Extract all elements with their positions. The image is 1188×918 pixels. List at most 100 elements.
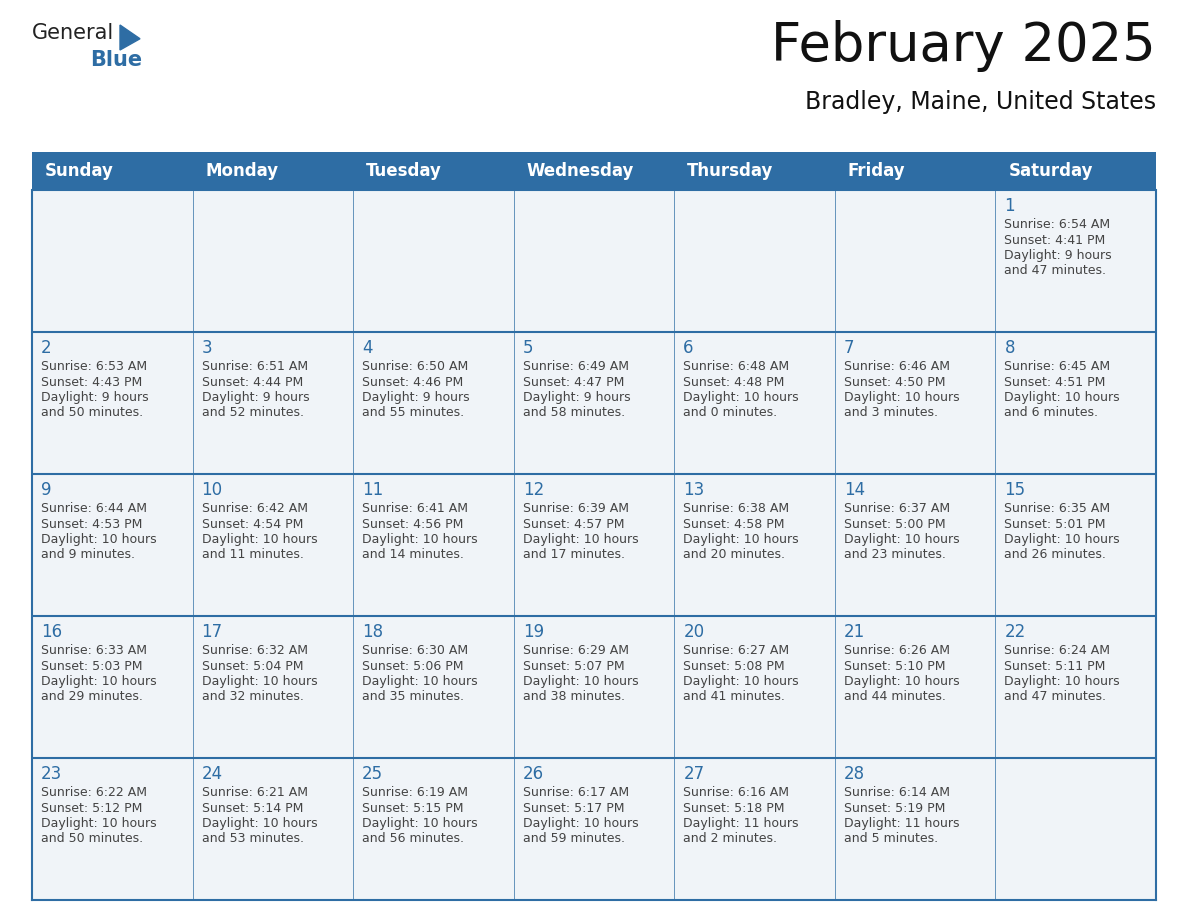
Text: Friday: Friday: [848, 162, 905, 180]
Text: and 58 minutes.: and 58 minutes.: [523, 407, 625, 420]
Text: and 26 minutes.: and 26 minutes.: [1004, 548, 1106, 562]
Bar: [835, 190, 996, 332]
Text: Sunset: 4:48 PM: Sunset: 4:48 PM: [683, 375, 784, 388]
Text: 25: 25: [362, 765, 384, 783]
Polygon shape: [120, 25, 140, 50]
Text: Sunrise: 6:26 AM: Sunrise: 6:26 AM: [843, 644, 950, 657]
Text: and 23 minutes.: and 23 minutes.: [843, 548, 946, 562]
Text: Sunrise: 6:21 AM: Sunrise: 6:21 AM: [202, 786, 308, 799]
Text: and 35 minutes.: and 35 minutes.: [362, 690, 465, 703]
Bar: [192, 616, 353, 758]
Text: and 17 minutes.: and 17 minutes.: [523, 548, 625, 562]
Bar: [996, 758, 1156, 900]
Text: Sunset: 4:54 PM: Sunset: 4:54 PM: [202, 518, 303, 531]
Text: 3: 3: [202, 339, 213, 357]
Text: 8: 8: [1004, 339, 1015, 357]
Bar: [513, 474, 675, 616]
Text: Daylight: 10 hours: Daylight: 10 hours: [683, 675, 798, 688]
Text: Sunrise: 6:53 AM: Sunrise: 6:53 AM: [42, 360, 147, 373]
Text: 13: 13: [683, 481, 704, 499]
Text: Sunset: 5:10 PM: Sunset: 5:10 PM: [843, 659, 946, 673]
Bar: [32, 758, 192, 900]
Text: and 59 minutes.: and 59 minutes.: [523, 833, 625, 845]
Bar: [835, 616, 996, 758]
Text: Sunrise: 6:29 AM: Sunrise: 6:29 AM: [523, 644, 628, 657]
Text: General: General: [32, 23, 114, 43]
Bar: [835, 152, 996, 190]
Text: Daylight: 10 hours: Daylight: 10 hours: [523, 675, 638, 688]
Bar: [996, 152, 1156, 190]
Bar: [513, 616, 675, 758]
Text: Sunset: 5:12 PM: Sunset: 5:12 PM: [42, 801, 143, 814]
Text: Sunset: 5:07 PM: Sunset: 5:07 PM: [523, 659, 625, 673]
Text: Daylight: 10 hours: Daylight: 10 hours: [42, 675, 157, 688]
Text: Sunrise: 6:27 AM: Sunrise: 6:27 AM: [683, 644, 789, 657]
Bar: [32, 616, 192, 758]
Bar: [192, 758, 353, 900]
Text: and 32 minutes.: and 32 minutes.: [202, 690, 303, 703]
Text: and 11 minutes.: and 11 minutes.: [202, 548, 303, 562]
Bar: [675, 332, 835, 474]
Bar: [192, 190, 353, 332]
Text: and 50 minutes.: and 50 minutes.: [42, 833, 143, 845]
Text: Daylight: 9 hours: Daylight: 9 hours: [42, 391, 148, 404]
Bar: [353, 474, 513, 616]
Text: 5: 5: [523, 339, 533, 357]
Text: Sunrise: 6:51 AM: Sunrise: 6:51 AM: [202, 360, 308, 373]
Text: Daylight: 10 hours: Daylight: 10 hours: [843, 533, 960, 546]
Text: Sunset: 4:51 PM: Sunset: 4:51 PM: [1004, 375, 1106, 388]
Text: 17: 17: [202, 623, 222, 641]
Text: Sunset: 5:00 PM: Sunset: 5:00 PM: [843, 518, 946, 531]
Text: Daylight: 10 hours: Daylight: 10 hours: [202, 817, 317, 830]
Bar: [675, 616, 835, 758]
Text: Sunrise: 6:46 AM: Sunrise: 6:46 AM: [843, 360, 950, 373]
Text: Daylight: 10 hours: Daylight: 10 hours: [362, 817, 478, 830]
Text: Daylight: 9 hours: Daylight: 9 hours: [1004, 249, 1112, 262]
Bar: [32, 190, 192, 332]
Text: and 47 minutes.: and 47 minutes.: [1004, 690, 1106, 703]
Text: 14: 14: [843, 481, 865, 499]
Text: 11: 11: [362, 481, 384, 499]
Text: and 5 minutes.: and 5 minutes.: [843, 833, 939, 845]
Text: and 0 minutes.: and 0 minutes.: [683, 407, 777, 420]
Text: Sunrise: 6:24 AM: Sunrise: 6:24 AM: [1004, 644, 1111, 657]
Bar: [675, 758, 835, 900]
Text: Thursday: Thursday: [688, 162, 773, 180]
Text: Sunset: 4:58 PM: Sunset: 4:58 PM: [683, 518, 785, 531]
Text: and 56 minutes.: and 56 minutes.: [362, 833, 465, 845]
Text: 27: 27: [683, 765, 704, 783]
Text: and 55 minutes.: and 55 minutes.: [362, 407, 465, 420]
Text: Saturday: Saturday: [1009, 162, 1093, 180]
Text: Sunrise: 6:54 AM: Sunrise: 6:54 AM: [1004, 218, 1111, 231]
Bar: [675, 474, 835, 616]
Text: and 14 minutes.: and 14 minutes.: [362, 548, 465, 562]
Bar: [192, 332, 353, 474]
Text: 23: 23: [42, 765, 62, 783]
Bar: [996, 190, 1156, 332]
Text: 9: 9: [42, 481, 51, 499]
Text: 4: 4: [362, 339, 373, 357]
Text: Sunrise: 6:17 AM: Sunrise: 6:17 AM: [523, 786, 628, 799]
Text: and 41 minutes.: and 41 minutes.: [683, 690, 785, 703]
Text: Blue: Blue: [90, 50, 143, 70]
Text: Sunset: 5:01 PM: Sunset: 5:01 PM: [1004, 518, 1106, 531]
Text: Daylight: 9 hours: Daylight: 9 hours: [523, 391, 631, 404]
Text: Sunrise: 6:45 AM: Sunrise: 6:45 AM: [1004, 360, 1111, 373]
Text: Sunrise: 6:48 AM: Sunrise: 6:48 AM: [683, 360, 789, 373]
Text: and 20 minutes.: and 20 minutes.: [683, 548, 785, 562]
Text: Sunset: 5:03 PM: Sunset: 5:03 PM: [42, 659, 143, 673]
Text: Bradley, Maine, United States: Bradley, Maine, United States: [805, 90, 1156, 114]
Text: Daylight: 10 hours: Daylight: 10 hours: [843, 391, 960, 404]
Text: Sunrise: 6:14 AM: Sunrise: 6:14 AM: [843, 786, 950, 799]
Text: Daylight: 10 hours: Daylight: 10 hours: [202, 533, 317, 546]
Text: Sunset: 5:11 PM: Sunset: 5:11 PM: [1004, 659, 1106, 673]
Text: Daylight: 10 hours: Daylight: 10 hours: [42, 533, 157, 546]
Text: Sunset: 4:53 PM: Sunset: 4:53 PM: [42, 518, 143, 531]
Text: Sunrise: 6:22 AM: Sunrise: 6:22 AM: [42, 786, 147, 799]
Text: Daylight: 10 hours: Daylight: 10 hours: [683, 533, 798, 546]
Text: 16: 16: [42, 623, 62, 641]
Text: and 6 minutes.: and 6 minutes.: [1004, 407, 1099, 420]
Text: and 52 minutes.: and 52 minutes.: [202, 407, 304, 420]
Text: Daylight: 10 hours: Daylight: 10 hours: [1004, 533, 1120, 546]
Text: Sunset: 4:57 PM: Sunset: 4:57 PM: [523, 518, 624, 531]
